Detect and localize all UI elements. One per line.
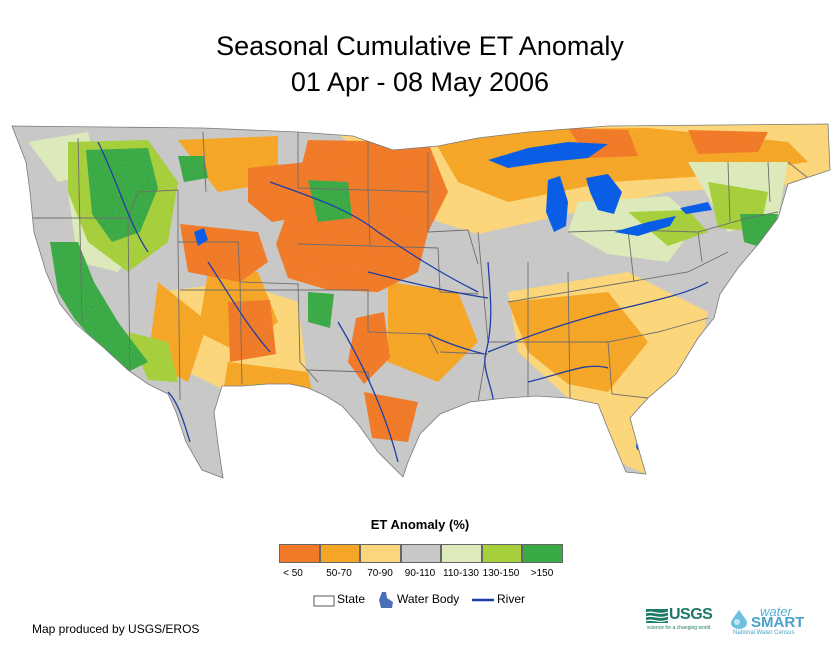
- legend-swatch: [441, 544, 482, 563]
- legend-label: 70-90: [367, 568, 393, 579]
- usgs-tagline: science for a changing world: [647, 625, 711, 631]
- legend-swatch: [400, 544, 441, 563]
- lake-huron: [586, 174, 622, 214]
- legend-swatch: [522, 544, 563, 563]
- water-bodies: [194, 142, 712, 451]
- legend-label: 90-110: [404, 568, 436, 579]
- lake-michigan: [546, 176, 568, 232]
- usgs-logo-icon: [646, 609, 668, 623]
- legend-swatch: [319, 544, 360, 563]
- usgs-logo-text: USGS: [669, 606, 713, 623]
- map-credit: Map produced by USGS/EROS: [32, 622, 200, 636]
- water-body-symbol-label: Water Body: [397, 592, 460, 606]
- watersmart-drop-icon: [731, 610, 747, 629]
- legend-title: ET Anomaly (%): [370, 517, 470, 532]
- legend-label: 130-150: [482, 568, 520, 579]
- river-symbol-icon: [472, 598, 494, 602]
- legend-label: < 50: [283, 568, 303, 579]
- watersmart-water-text: water: [760, 604, 792, 619]
- legend-swatch: [279, 544, 320, 563]
- map-title: Seasonal Cumulative ET Anomaly: [216, 31, 624, 61]
- legend-label: 110-130: [443, 568, 479, 579]
- watersmart-subtitle: National Water Census: [733, 630, 795, 636]
- legend-swatch: [360, 544, 401, 563]
- legend-swatch: [481, 544, 522, 563]
- state-symbol-label: State: [337, 592, 366, 606]
- state-symbol-icon: [313, 595, 335, 607]
- legend-label: 50-70: [326, 568, 352, 579]
- water-body-symbol-icon: [379, 592, 393, 608]
- legend-swatches: [279, 544, 563, 563]
- river-symbol-label: River: [497, 592, 526, 606]
- rivers: [97, 141, 709, 463]
- watersmart-smart-text: SMART: [751, 614, 805, 631]
- legend-label: >150: [530, 568, 554, 579]
- lake-erie: [614, 216, 676, 236]
- lake-ontario: [680, 202, 712, 214]
- lake-superior: [488, 142, 608, 168]
- state-boundaries: [32, 131, 809, 403]
- map-date-range: 01 Apr - 08 May 2006: [290, 67, 550, 97]
- great-salt-lake: [194, 228, 208, 246]
- us-et-anomaly-map: [11, 123, 831, 479]
